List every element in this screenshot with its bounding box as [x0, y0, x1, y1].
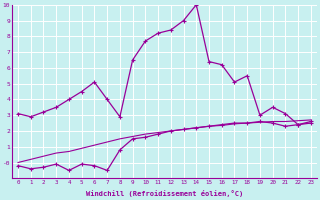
X-axis label: Windchill (Refroidissement éolien,°C): Windchill (Refroidissement éolien,°C) [86, 190, 243, 197]
